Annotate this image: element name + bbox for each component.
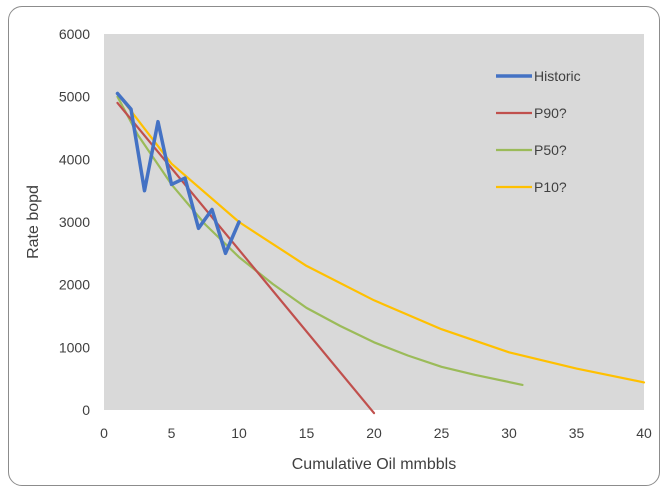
plot-area [104, 34, 644, 410]
x-axis-title: Cumulative Oil mmbbls [292, 456, 456, 473]
x-tick-label: 0 [100, 425, 108, 441]
x-tick-label: 40 [636, 425, 652, 441]
y-tick-label: 3000 [59, 214, 90, 230]
legend-label-p10: P10? [534, 179, 567, 195]
x-tick-label: 15 [299, 425, 315, 441]
y-tick-label: 1000 [59, 339, 90, 355]
y-tick-label: 5000 [59, 89, 90, 105]
y-tick-labels: 0 1000 2000 3000 4000 5000 6000 [59, 26, 90, 418]
x-tick-label: 30 [501, 425, 517, 441]
y-tick-label: 6000 [59, 26, 90, 42]
y-axis-title: Rate bopd [25, 185, 42, 259]
x-tick-label: 10 [231, 425, 247, 441]
legend-label-p90: P90? [534, 105, 567, 121]
x-tick-label: 20 [366, 425, 382, 441]
y-tick-label: 2000 [59, 277, 90, 293]
x-tick-label: 25 [434, 425, 450, 441]
y-tick-label: 4000 [59, 151, 90, 167]
x-tick-label: 5 [168, 425, 176, 441]
x-tick-label: 35 [569, 425, 585, 441]
y-tick-label: 0 [82, 402, 90, 418]
legend-label-historic: Historic [534, 68, 581, 84]
legend-label-p50: P50? [534, 142, 567, 158]
x-tick-labels: 0 5 10 15 20 25 30 35 40 [100, 425, 652, 441]
